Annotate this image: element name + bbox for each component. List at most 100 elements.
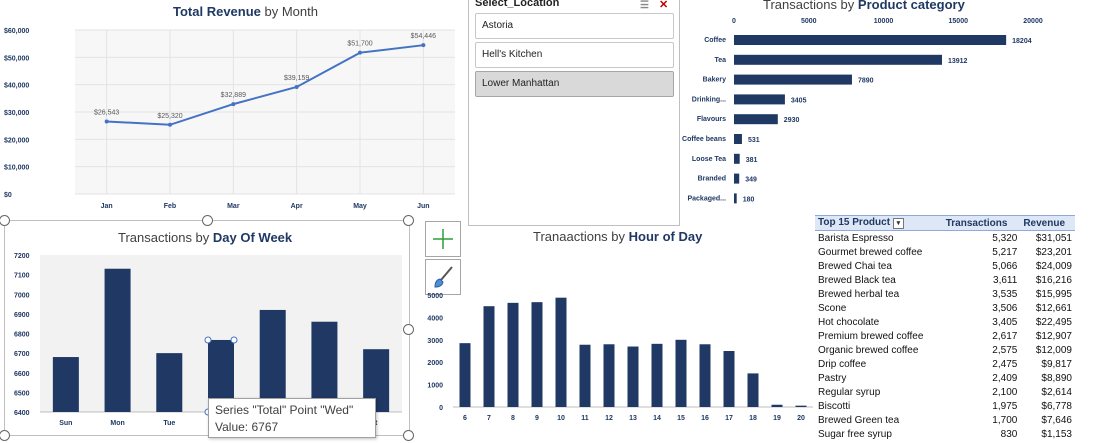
y-tick-label: 4000	[427, 315, 443, 322]
slicer-item[interactable]: Hell's Kitchen	[475, 42, 674, 68]
tooltip-value: Value: 6767	[215, 420, 279, 434]
table-row: Scone 3,506 $12,661	[815, 301, 1075, 315]
x-tick-label: 12	[605, 415, 613, 422]
resize-handle[interactable]	[403, 430, 414, 441]
hour-bar	[483, 306, 495, 407]
category-label: Tea	[714, 57, 726, 64]
product-name-cell: Hot chocolate	[818, 316, 880, 328]
transactions-cell: 5,217	[992, 246, 1018, 258]
table-row: Gourmet brewed coffee 5,217 $23,201	[815, 245, 1075, 259]
data-point	[168, 122, 172, 127]
day-bar	[104, 268, 131, 412]
hour-bar	[723, 351, 735, 407]
revenue-cell: $22,495	[1035, 316, 1072, 328]
dow-bar-chart[interactable]: 7200 7100 7000 6900 6800 6700 6600 6500 6400 Sun M…	[4, 245, 408, 435]
revenue-cell: $2,614	[1041, 386, 1072, 398]
chart-styles-button[interactable]	[425, 259, 461, 295]
x-tick-label: 10000	[874, 18, 894, 25]
transactions-cell: 5,320	[992, 232, 1018, 244]
x-tick-label: 20	[797, 415, 805, 422]
x-tick-label: Tue	[163, 420, 175, 427]
y-tick-label: $0	[4, 192, 12, 199]
slicer-item[interactable]: Lower Manhattan	[475, 71, 674, 97]
x-tick-label: 9	[535, 415, 539, 422]
plus-icon	[433, 229, 453, 249]
revenue-chart-title: Total Revenue by Month	[173, 4, 318, 19]
table-row: Brewed Black tea 3,611 $16,216	[815, 273, 1075, 287]
revenue-cell: $24,009	[1035, 260, 1072, 272]
transactions-cell: 3,535	[992, 288, 1018, 300]
product-name-cell: Brewed herbal tea	[818, 288, 900, 300]
y-tick-label: 5000	[427, 293, 443, 300]
resize-handle[interactable]	[403, 215, 414, 226]
y-tick-label: $10,000	[4, 165, 29, 172]
chart-elements-button[interactable]	[425, 221, 461, 257]
day-bar	[311, 321, 338, 412]
y-tick-label: $60,000	[4, 28, 29, 35]
transactions-cell: 830	[1000, 428, 1018, 440]
y-tick-label: 6600	[14, 371, 30, 378]
product-name-cell: Brewed Chai tea	[818, 260, 892, 272]
product-name-cell: Brewed Black tea	[818, 274, 896, 286]
revenue-cell: $12,661	[1035, 302, 1072, 314]
location-slicer[interactable]: Select_Location ☰ ✕ Astoria Hell's Kitche…	[468, 0, 680, 226]
revenue-line	[106, 44, 424, 126]
x-tick-label: 20000	[1023, 18, 1043, 25]
data-label: 180	[743, 196, 755, 203]
table-row: Drip coffee 2,475 $9,817	[815, 357, 1075, 371]
y-tick-label: $50,000	[4, 55, 29, 62]
y-tick-label: 0	[439, 405, 443, 412]
hour-bar	[531, 302, 543, 407]
table-row: Premium brewed coffee 2,617 $12,907	[815, 329, 1075, 343]
x-tick-label: 18	[749, 415, 757, 422]
x-tick-label: May	[353, 203, 367, 210]
resize-handle[interactable]	[202, 215, 213, 226]
x-tick-label: Mon	[110, 420, 124, 427]
y-tick-label: 7200	[14, 253, 30, 260]
revenue-line-chart[interactable]: $60,000 $50,000 $40,000 $30,000 $20,000 $10,0…	[0, 20, 460, 215]
paintbrush-icon	[434, 266, 453, 288]
hour-bar	[651, 343, 663, 407]
hour-bar	[771, 404, 783, 407]
resize-handle[interactable]	[0, 215, 10, 226]
hour-bar	[627, 346, 639, 407]
transactions-cell: 2,409	[992, 372, 1018, 384]
slicer-item[interactable]: Astoria	[475, 13, 674, 39]
y-tick-label: 6900	[14, 312, 30, 319]
filter-dropdown-icon[interactable]: ▾	[892, 218, 904, 229]
category-label: Coffee	[704, 37, 726, 44]
revenue-cell: $7,646	[1041, 414, 1072, 426]
table-row: Sugar free syrup 830 $1,153	[815, 427, 1075, 441]
resize-handle[interactable]	[0, 430, 10, 441]
data-point	[358, 50, 362, 55]
hour-bar-chart[interactable]: 5000 4000 3000 2000 1000 0 6 7 8 9 10 11 12 13 14 15 16 1…	[415, 285, 815, 425]
y-tick-label: 7000	[14, 292, 30, 299]
transactions-cell: 2,475	[992, 358, 1018, 370]
hour-bar	[507, 302, 519, 407]
multi-select-icon[interactable]: ☰	[640, 0, 649, 11]
category-bar-chart[interactable]: 0 5000 10000 15000 20000 Coffee 18204 Tea 13912 B…	[678, 12, 1088, 212]
x-tick-label: Mar	[227, 203, 240, 210]
header-product[interactable]: Top 15 Product ▾	[815, 215, 943, 231]
table-row: Barista Espresso 5,320 $31,051	[815, 231, 1075, 246]
revenue-cell: $31,051	[1035, 232, 1072, 244]
category-bar	[734, 94, 785, 105]
product-name-cell: Premium brewed coffee	[818, 330, 924, 342]
y-tick-label: 6400	[14, 410, 30, 417]
data-point	[294, 84, 299, 89]
data-label: $39,159	[284, 75, 309, 82]
table-row: Pastry 2,409 $8,890	[815, 371, 1075, 385]
category-bar	[734, 35, 1007, 45]
transactions-cell: 5,066	[992, 260, 1018, 272]
data-label: 18204	[1012, 38, 1032, 45]
revenue-cell: $1,153	[1041, 428, 1072, 440]
hour-bar	[459, 343, 471, 407]
product-name-cell: Barista Espresso	[818, 232, 894, 244]
revenue-cell: $15,995	[1035, 288, 1072, 300]
header-revenue: Revenue	[1020, 215, 1075, 231]
resize-handle[interactable]	[403, 324, 414, 335]
clear-filter-icon[interactable]: ✕	[659, 0, 669, 11]
revenue-cell: $6,778	[1041, 400, 1072, 412]
day-bar	[259, 309, 286, 412]
revenue-cell: $23,201	[1035, 246, 1072, 258]
